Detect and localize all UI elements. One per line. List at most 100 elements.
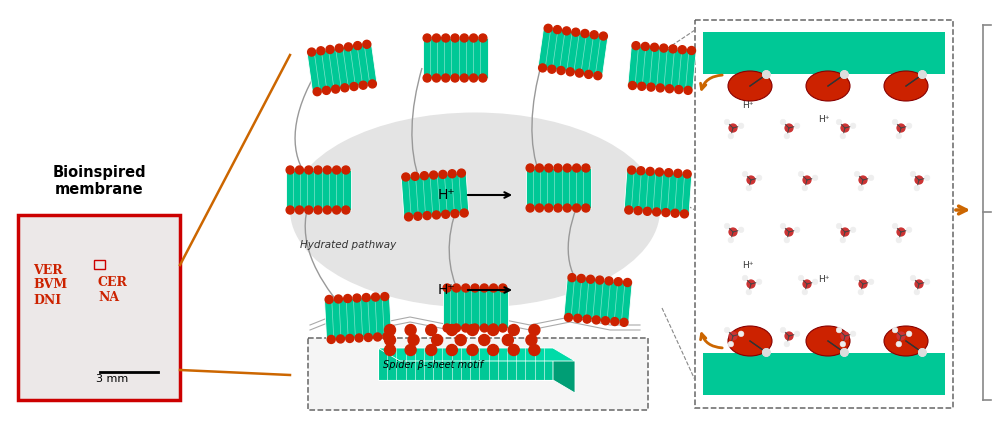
Circle shape	[906, 227, 912, 233]
Circle shape	[325, 296, 333, 303]
Circle shape	[892, 327, 898, 333]
Circle shape	[479, 34, 487, 42]
Bar	[307, 44, 377, 92]
Circle shape	[896, 133, 902, 139]
Circle shape	[802, 289, 808, 295]
Circle shape	[590, 31, 598, 39]
Circle shape	[918, 349, 926, 357]
Circle shape	[470, 34, 478, 42]
Bar	[286, 170, 351, 210]
Ellipse shape	[884, 71, 928, 101]
Text: H⁺: H⁺	[818, 275, 830, 284]
Circle shape	[480, 284, 488, 292]
Circle shape	[840, 349, 848, 357]
Circle shape	[443, 284, 451, 292]
Circle shape	[563, 27, 571, 35]
Circle shape	[747, 280, 755, 288]
Circle shape	[322, 86, 330, 94]
Circle shape	[326, 46, 334, 53]
Circle shape	[488, 324, 499, 335]
Circle shape	[342, 206, 350, 214]
Circle shape	[368, 80, 376, 88]
Circle shape	[728, 133, 734, 139]
Circle shape	[563, 164, 571, 172]
Circle shape	[596, 276, 604, 284]
Circle shape	[314, 206, 322, 214]
Circle shape	[439, 170, 447, 179]
Bar	[324, 297, 392, 340]
Circle shape	[452, 284, 460, 292]
Circle shape	[335, 44, 343, 52]
Circle shape	[337, 335, 345, 343]
Circle shape	[420, 172, 428, 180]
Circle shape	[599, 32, 607, 40]
Circle shape	[341, 84, 349, 92]
Circle shape	[480, 324, 488, 332]
Circle shape	[460, 209, 468, 217]
Circle shape	[384, 335, 396, 346]
Circle shape	[586, 275, 594, 283]
Circle shape	[529, 344, 540, 355]
Circle shape	[906, 123, 912, 129]
Circle shape	[451, 210, 459, 218]
Circle shape	[798, 171, 804, 177]
Circle shape	[655, 168, 663, 176]
Text: H⁺: H⁺	[818, 115, 830, 124]
Circle shape	[650, 43, 658, 51]
Circle shape	[628, 166, 636, 174]
Circle shape	[443, 324, 451, 332]
Circle shape	[426, 324, 437, 335]
Ellipse shape	[290, 113, 660, 308]
Bar	[695, 20, 953, 408]
Circle shape	[669, 45, 677, 53]
Bar	[564, 277, 632, 323]
Circle shape	[914, 185, 920, 191]
Circle shape	[364, 333, 372, 341]
Circle shape	[680, 210, 688, 218]
Circle shape	[432, 34, 440, 42]
Circle shape	[629, 82, 637, 90]
Text: 3 mm: 3 mm	[96, 374, 128, 384]
Circle shape	[462, 284, 470, 292]
Circle shape	[746, 289, 752, 295]
Circle shape	[442, 74, 450, 82]
Circle shape	[660, 44, 668, 52]
Circle shape	[344, 43, 352, 51]
Circle shape	[333, 166, 341, 174]
Circle shape	[656, 84, 664, 92]
Circle shape	[548, 65, 556, 73]
Circle shape	[896, 237, 902, 243]
Circle shape	[402, 173, 410, 181]
Circle shape	[684, 86, 692, 94]
Circle shape	[915, 176, 923, 184]
Circle shape	[840, 349, 848, 357]
Circle shape	[405, 324, 416, 335]
Circle shape	[675, 85, 683, 93]
Circle shape	[643, 207, 651, 215]
Bar	[401, 173, 469, 217]
Circle shape	[557, 66, 565, 74]
Circle shape	[332, 85, 340, 93]
Circle shape	[342, 166, 350, 174]
Circle shape	[327, 335, 335, 343]
Circle shape	[638, 82, 646, 90]
Circle shape	[490, 284, 498, 292]
Circle shape	[780, 119, 786, 125]
Circle shape	[620, 319, 628, 327]
Circle shape	[836, 119, 842, 125]
Circle shape	[747, 176, 755, 184]
Circle shape	[854, 275, 860, 281]
Circle shape	[323, 206, 331, 214]
Circle shape	[918, 71, 926, 79]
Circle shape	[471, 284, 479, 292]
Circle shape	[798, 275, 804, 281]
Ellipse shape	[728, 71, 772, 101]
Circle shape	[286, 166, 294, 174]
Circle shape	[762, 349, 770, 357]
Circle shape	[914, 289, 920, 295]
Circle shape	[426, 344, 437, 355]
Circle shape	[915, 280, 923, 288]
Circle shape	[563, 204, 571, 212]
Circle shape	[738, 123, 744, 129]
Circle shape	[448, 170, 456, 178]
